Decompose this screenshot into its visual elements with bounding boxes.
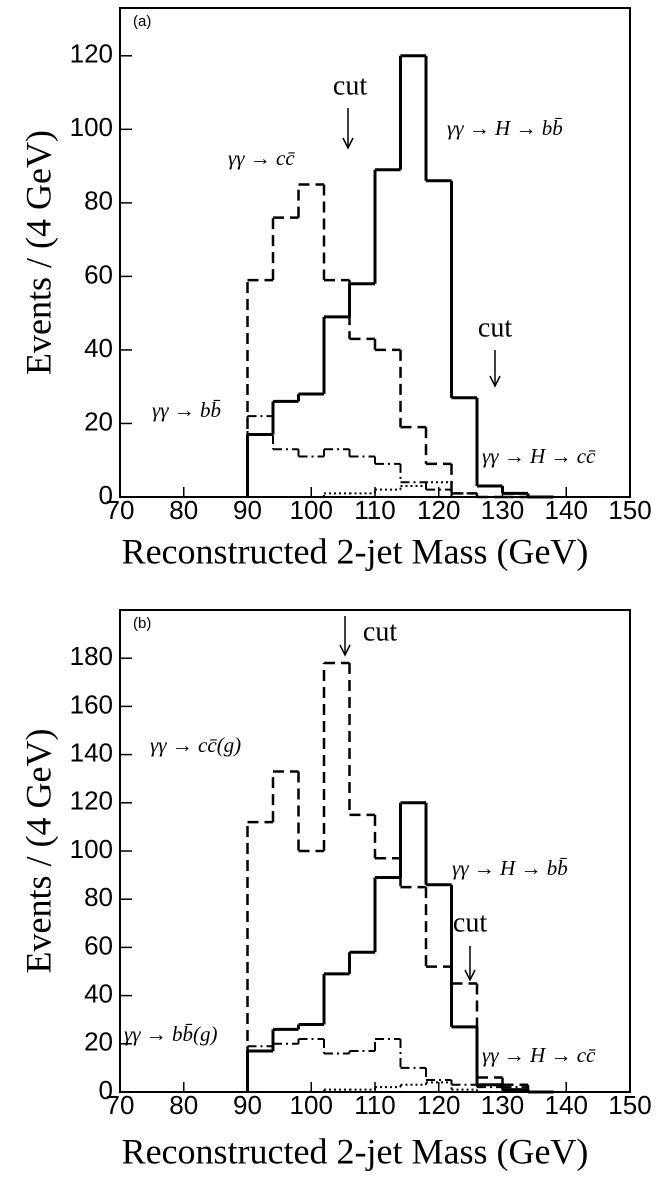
x-tick-label: 110 — [354, 495, 395, 525]
x-tick-label: 110 — [354, 1090, 395, 1120]
x-tick-label: 80 — [169, 495, 198, 525]
y-tick-label: 140 — [70, 737, 113, 767]
x-tick-label: 150 — [608, 495, 651, 525]
cut-label: cut — [363, 616, 397, 647]
x-axis-label: Reconstructed 2-jet Mass (GeV) — [122, 531, 589, 571]
x-tick-label: 130 — [481, 1090, 524, 1120]
y-tick-label: 0 — [99, 1075, 113, 1105]
x-tick-label: 130 — [481, 495, 524, 525]
y-tick-label: 60 — [84, 259, 113, 289]
x-tick-label: 70 — [106, 1090, 135, 1120]
y-tick-label: 120 — [70, 786, 113, 816]
x-tick-label: 80 — [169, 1090, 198, 1120]
y-tick-label: 20 — [84, 1027, 113, 1057]
y-tick-label: 180 — [70, 641, 113, 671]
y-tick-label: 160 — [70, 689, 113, 719]
x-tick-label: 140 — [545, 495, 588, 525]
x-tick-label: 90 — [233, 495, 262, 525]
series-label: γγ → H → bb̄ — [447, 116, 563, 140]
y-tick-label: 120 — [70, 39, 113, 69]
y-tick-label: 80 — [84, 882, 113, 912]
x-tick-label: 120 — [417, 495, 460, 525]
x-tick-label: 140 — [545, 1090, 588, 1120]
x-tick-label: 90 — [233, 1090, 262, 1120]
y-tick-label: 20 — [84, 406, 113, 436]
y-axis-label: Events / (4 GeV) — [18, 729, 58, 974]
y-tick-label: 40 — [84, 333, 113, 363]
y-tick-label: 0 — [99, 480, 113, 510]
series-label: γγ → H → cc̄ — [482, 1043, 596, 1067]
series-label: γγ → H → cc̄ — [482, 444, 596, 468]
cut-label: cut — [453, 907, 487, 938]
cut-label: cut — [333, 70, 367, 101]
series-label: γγ → cc̄(g) — [150, 733, 241, 757]
y-tick-label: 100 — [70, 112, 113, 142]
y-tick-label: 100 — [70, 834, 113, 864]
x-axis-label: Reconstructed 2-jet Mass (GeV) — [122, 1131, 589, 1171]
y-tick-label: 40 — [84, 978, 113, 1008]
y-axis-label: Events / (4 GeV) — [18, 130, 58, 375]
cut-arrowhead — [342, 137, 354, 150]
x-tick-label: 100 — [290, 495, 333, 525]
cut-label: cut — [478, 312, 512, 343]
x-tick-label: 120 — [417, 1090, 460, 1120]
cut-arrowhead — [464, 969, 476, 982]
series-label: γγ → bb̄ — [152, 398, 221, 422]
series-label: γγ → bb̄(g) — [124, 1022, 218, 1046]
series-label: γγ → cc̄ — [228, 146, 296, 170]
panel-label: (b) — [133, 615, 151, 632]
panel-label: (a) — [133, 13, 151, 30]
x-tick-label: 100 — [290, 1090, 333, 1120]
series-label: γγ → H → bb̄ — [452, 856, 568, 880]
cut-arrowhead — [489, 375, 501, 388]
x-tick-label: 70 — [106, 495, 135, 525]
x-tick-label: 150 — [608, 1090, 651, 1120]
y-tick-label: 80 — [84, 186, 113, 216]
cut-arrowhead — [339, 644, 351, 657]
y-tick-label: 60 — [84, 930, 113, 960]
